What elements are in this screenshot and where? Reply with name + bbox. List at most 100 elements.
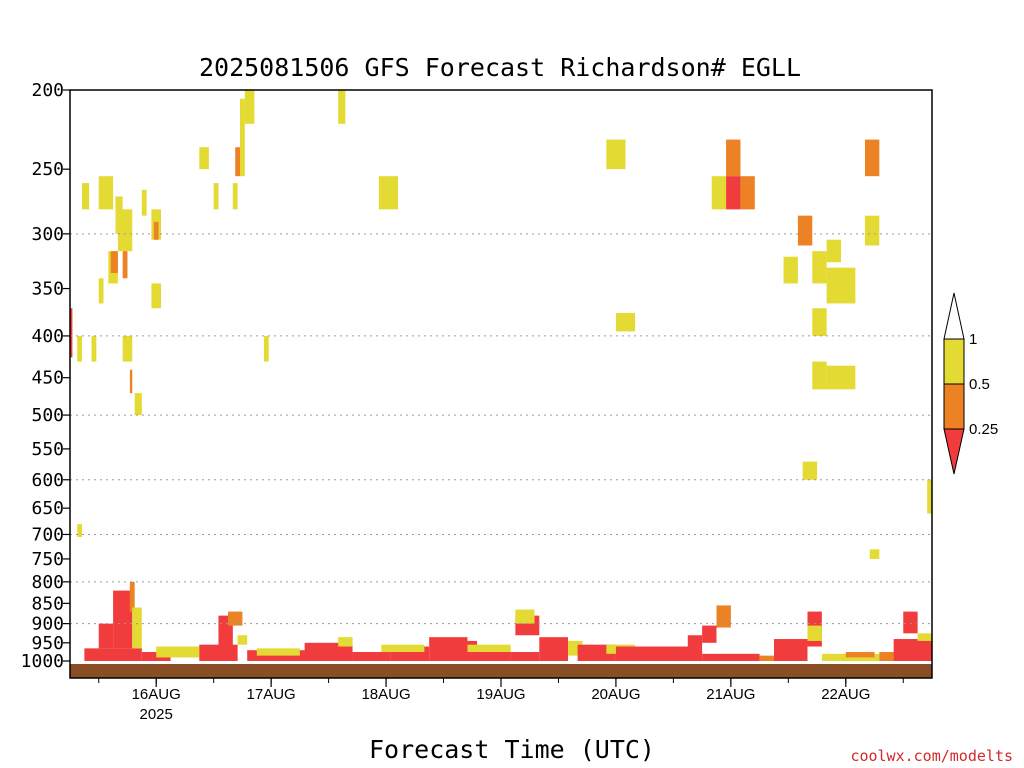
- colorbar-band: [943, 338, 965, 385]
- x-tick-label: 17AUG: [247, 686, 296, 703]
- heatmap-cell: [927, 479, 932, 514]
- colorbar-label: 0.25: [969, 421, 998, 438]
- heatmap-cell: [156, 646, 200, 658]
- heatmap-cell: [726, 176, 741, 210]
- x-axis: 16AUG 2025 17AUG 18AUG 19AUG 20AUG 21AUG 22AUG: [98, 678, 904, 723]
- heatmap-cell: [711, 176, 727, 210]
- heatmap-cell: [740, 176, 755, 210]
- heatmap-cell: [702, 625, 717, 643]
- heatmap-cell: [869, 549, 880, 559]
- heatmap-cell: [606, 139, 626, 170]
- heatmap-cell: [117, 209, 133, 252]
- heatmap-cell: [122, 251, 128, 279]
- heatmap-cell: [864, 139, 880, 177]
- heatmap-cell: [263, 335, 269, 362]
- colorbar-label: 0.5: [969, 376, 990, 393]
- heatmap-cell: [893, 639, 932, 661]
- heatmap-cell: [702, 653, 760, 661]
- heatmap-cell: [153, 221, 159, 240]
- chart-title: 2025081506 GFS Forecast Richardson# EGLL: [199, 53, 801, 82]
- heatmap-cell: [903, 611, 918, 634]
- y-tick-label: 300: [31, 224, 64, 245]
- heatmap-cell: [240, 98, 245, 177]
- plot-frame: [69, 89, 933, 679]
- heatmap-cell: [141, 189, 147, 216]
- heatmap-cell: [129, 369, 133, 394]
- heatmap-cell: [213, 183, 219, 210]
- heatmap-cell: [917, 633, 932, 641]
- y-tick-label: 750: [31, 549, 64, 570]
- heatmap-cell: [84, 648, 142, 661]
- heatmap-cell: [232, 183, 238, 210]
- heatmap-cell: [864, 215, 880, 246]
- heatmap-cell: [826, 267, 856, 304]
- heatmap-cell: [110, 251, 118, 274]
- y-tick-label: 200: [31, 80, 64, 101]
- heatmap-cell: [256, 648, 300, 656]
- heatmap-cell: [129, 581, 135, 612]
- heatmap-cell: [77, 524, 82, 537]
- credit-text[interactable]: coolwx.com/modelts: [850, 747, 1013, 765]
- heatmap-cell: [812, 361, 827, 390]
- y-tick-label: 250: [31, 159, 64, 180]
- heatmap-cell: [98, 623, 114, 649]
- heatmap-cell: [807, 625, 822, 641]
- heatmap-cell: [132, 607, 142, 649]
- heatmap-cell: [98, 278, 104, 304]
- colorbar-band: [943, 383, 965, 430]
- heatmap-cell: [510, 652, 540, 661]
- heatmap-cell: [199, 147, 209, 170]
- heatmap-cell: [802, 461, 818, 480]
- x-tick-label: 20AUG: [591, 686, 640, 703]
- heatmap-cell: [826, 239, 842, 263]
- heatmap-cell: [726, 139, 741, 177]
- heatmap-cell: [716, 605, 731, 628]
- y-tick-label: 900: [31, 614, 64, 635]
- heatmap-cell: [304, 642, 353, 661]
- y-tick-label: 1000: [21, 651, 64, 672]
- ground-surface: [70, 664, 932, 678]
- heatmap-cells: [70, 90, 932, 661]
- heatmap-cell: [845, 652, 875, 658]
- y-tick-label: 400: [31, 326, 64, 347]
- heatmap-cell: [122, 335, 133, 362]
- x-tick-label: 21AUG: [706, 686, 755, 703]
- heatmap-cell: [228, 611, 243, 626]
- y-tick-label: 350: [31, 279, 64, 300]
- heatmap-cell: [773, 639, 808, 661]
- heatmap-cell: [615, 313, 636, 332]
- heatmap-cell: [783, 256, 798, 284]
- heatmap-cell: [151, 283, 161, 309]
- x-axis-label: Forecast Time (UTC): [369, 735, 655, 764]
- heatmap-cell: [378, 176, 399, 210]
- heatmap-cell: [70, 308, 73, 358]
- heatmap-cell: [381, 644, 425, 653]
- y-tick-label: 800: [31, 572, 64, 593]
- y-tick-label: 950: [31, 633, 64, 654]
- x-tick-label: 19AUG: [476, 686, 525, 703]
- color-legend: 1 0.5 0.25: [943, 292, 998, 475]
- x-tick-label: 16AUG: [132, 686, 181, 703]
- heatmap-cell: [91, 335, 97, 362]
- heatmap-cell: [338, 90, 346, 124]
- heatmap-cell: [338, 637, 353, 647]
- heatmap-cell: [113, 590, 133, 649]
- heatmap-cell: [134, 393, 142, 416]
- heatmap-cell: [77, 335, 82, 362]
- colorbar-bottom-arrow: [943, 428, 965, 475]
- x-tick-label: 22AUG: [821, 686, 870, 703]
- heatmap-cell: [467, 644, 511, 653]
- heatmap-cell: [687, 635, 703, 647]
- heatmap-cell: [797, 215, 813, 246]
- heatmap-cell: [352, 652, 391, 661]
- heatmap-cell: [98, 176, 114, 210]
- y-tick-label: 500: [31, 405, 64, 426]
- heatmap-cell: [244, 90, 255, 124]
- x-tick-year: 2025: [140, 706, 173, 723]
- heatmap-cell: [235, 147, 241, 177]
- colorbar-top-arrow: [943, 292, 965, 340]
- heatmap-cell: [812, 308, 827, 336]
- heatmap-cell: [826, 365, 856, 390]
- y-tick-label: 600: [31, 470, 64, 491]
- y-tick-label: 700: [31, 524, 64, 545]
